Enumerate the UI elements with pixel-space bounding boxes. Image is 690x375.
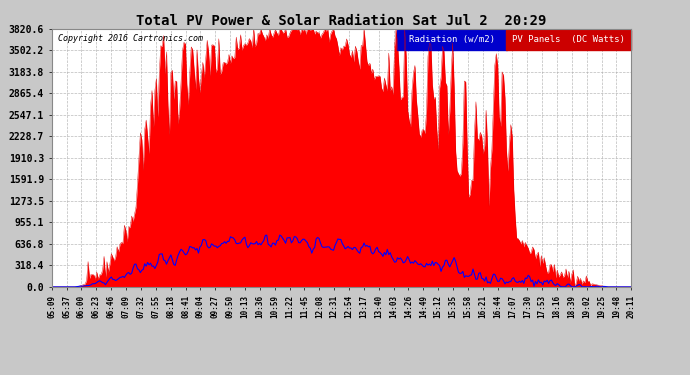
Text: PV Panels  (DC Watts): PV Panels (DC Watts) xyxy=(512,36,625,45)
FancyBboxPatch shape xyxy=(397,30,506,50)
Title: Total PV Power & Solar Radiation Sat Jul 2  20:29: Total PV Power & Solar Radiation Sat Jul… xyxy=(137,14,546,28)
FancyBboxPatch shape xyxy=(506,30,631,50)
Text: Radiation (w/m2): Radiation (w/m2) xyxy=(408,36,495,45)
Text: Copyright 2016 Cartronics.com: Copyright 2016 Cartronics.com xyxy=(57,34,203,43)
